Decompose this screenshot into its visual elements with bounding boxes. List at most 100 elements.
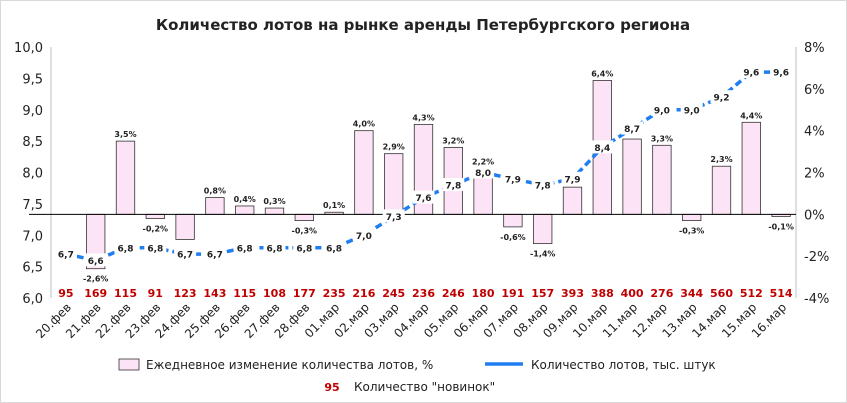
right-axis-tick: 6% — [804, 83, 825, 98]
legend-bar-swatch — [118, 358, 140, 371]
pct-change-label: -0,3% — [679, 227, 705, 236]
lot-count-label: 7,6 — [416, 194, 432, 204]
new-listings-count: 143 — [203, 287, 226, 300]
right-axis-tick: 8% — [804, 41, 825, 56]
legend-new-sample: 95 — [324, 381, 339, 394]
lot-label-bg — [591, 140, 614, 154]
legend-bar-label: Ежедневное изменение количества лотов, % — [146, 358, 433, 372]
new-listings-count: 246 — [442, 287, 465, 300]
lot-count-label: 9,0 — [654, 106, 670, 116]
daily-change-bar — [145, 213, 165, 219]
pct-change-label: -0,2% — [143, 225, 169, 234]
new-listings-count: 191 — [501, 287, 524, 300]
daily-change-bar — [264, 207, 285, 215]
lot-count-label: 8,4 — [594, 144, 610, 154]
lot-count-label: 7,9 — [505, 175, 521, 185]
new-listings-count: 393 — [561, 287, 584, 300]
pct-change-label: 4,0% — [353, 120, 375, 129]
daily-change-bar — [175, 213, 195, 240]
daily-change-bar — [115, 140, 136, 215]
new-listings-count: 115 — [233, 287, 256, 300]
pct-change-label: 2,3% — [710, 155, 732, 164]
legend: Ежедневное изменение количества лотов, %… — [118, 358, 716, 394]
pct-change-label: -0,1% — [768, 222, 794, 231]
lot-label-bg — [531, 178, 554, 192]
new-listings-count: 560 — [710, 287, 733, 300]
pct-change-label: 0,8% — [204, 187, 226, 196]
left-axis-tick: 6,5 — [22, 261, 43, 276]
lot-label-bg — [352, 228, 375, 242]
lot-label-bg — [144, 240, 167, 254]
lot-label-bg — [561, 171, 584, 185]
lot-label-bg — [293, 240, 316, 254]
new-listings-count: 108 — [263, 287, 286, 300]
left-axis-tick: 6,0 — [22, 292, 43, 307]
new-listings-count: 514 — [770, 287, 793, 300]
lot-label-bg — [382, 209, 405, 223]
pct-change-label: -1,4% — [530, 250, 556, 259]
lot-label-bg — [680, 102, 703, 116]
pct-change-label: 3,5% — [114, 130, 136, 139]
new-listings-count: 177 — [293, 287, 316, 300]
lot-count-label: 7,0 — [356, 232, 372, 242]
pct-change-label: 0,3% — [263, 197, 285, 206]
new-listings-count: 157 — [531, 287, 554, 300]
lot-count-label: 7,3 — [386, 213, 402, 223]
daily-change-bar — [622, 138, 642, 215]
data-labels: 6,7 6,6 6,8 6,8 6,7 6,7 6,8 6,8 6,8 6,8 7,0 7,3 7,6 7… — [54, 65, 794, 300]
lot-count-label: 9,2 — [714, 94, 730, 104]
lot-count-label: 6,8 — [326, 244, 342, 254]
left-axis-tick: 9,5 — [22, 72, 43, 87]
daily-change-bar — [741, 121, 761, 215]
lot-count-label: 6,7 — [177, 251, 193, 261]
lot-count-label: 6,8 — [296, 244, 312, 254]
new-listings-count: 115 — [114, 287, 137, 300]
left-axis-tick: 9,0 — [22, 104, 43, 119]
chart-title: Количество лотов на рынке аренды Петербу… — [156, 16, 690, 34]
daily-change-bar — [205, 197, 225, 215]
lot-label-bg — [621, 121, 644, 135]
lot-label-bg — [203, 247, 226, 261]
legend-line-label: Количество лотов, тыс. штук — [531, 358, 716, 372]
lot-label-bg — [710, 90, 733, 104]
new-listings-count: 169 — [84, 287, 107, 300]
left-axis-tick: 8,5 — [22, 135, 43, 150]
pct-change-label: -0,3% — [292, 227, 318, 236]
left-axis-tick: 8,0 — [22, 167, 43, 182]
daily-change-bar — [294, 213, 314, 222]
right-axis-tick: -4% — [804, 292, 829, 307]
new-listings-count: 344 — [680, 287, 703, 300]
left-axis-tick: 7,5 — [22, 198, 43, 213]
lot-count-label: 6,8 — [147, 244, 163, 254]
pct-change-label: 0,1% — [323, 201, 345, 210]
pct-change-label: 3,3% — [651, 134, 673, 143]
lot-count-label: 6,8 — [267, 244, 283, 254]
left-axis-tick: 7,0 — [22, 229, 43, 244]
lot-label-bg — [174, 247, 197, 261]
daily-change-bar — [711, 165, 732, 215]
new-listings-count: 95 — [58, 287, 73, 300]
lot-count-label: 6,8 — [237, 244, 253, 254]
lot-label-bg — [412, 190, 435, 204]
right-axis-tick: 4% — [804, 125, 825, 140]
lot-count-label: 7,8 — [535, 182, 551, 192]
new-listings-count: 180 — [472, 287, 495, 300]
new-listings-count: 388 — [591, 287, 614, 300]
lot-label-bg — [770, 65, 793, 79]
lot-label-bg — [84, 253, 107, 267]
left-axis-tick: 10,0 — [14, 41, 43, 56]
right-axis-tick: -2% — [804, 250, 829, 265]
lot-label-bg — [740, 65, 763, 79]
pct-change-label: 3,2% — [442, 136, 464, 145]
daily-change-bar — [354, 130, 374, 215]
lot-label-bg — [501, 171, 524, 185]
new-listings-count: 236 — [412, 287, 435, 300]
daily-change-bar — [652, 144, 672, 215]
new-listings-count: 91 — [148, 287, 163, 300]
new-listings-count: 123 — [174, 287, 197, 300]
pct-change-label: 4,3% — [412, 113, 434, 122]
new-listings-count: 512 — [740, 287, 763, 300]
lot-count-label: 7,9 — [565, 175, 581, 185]
